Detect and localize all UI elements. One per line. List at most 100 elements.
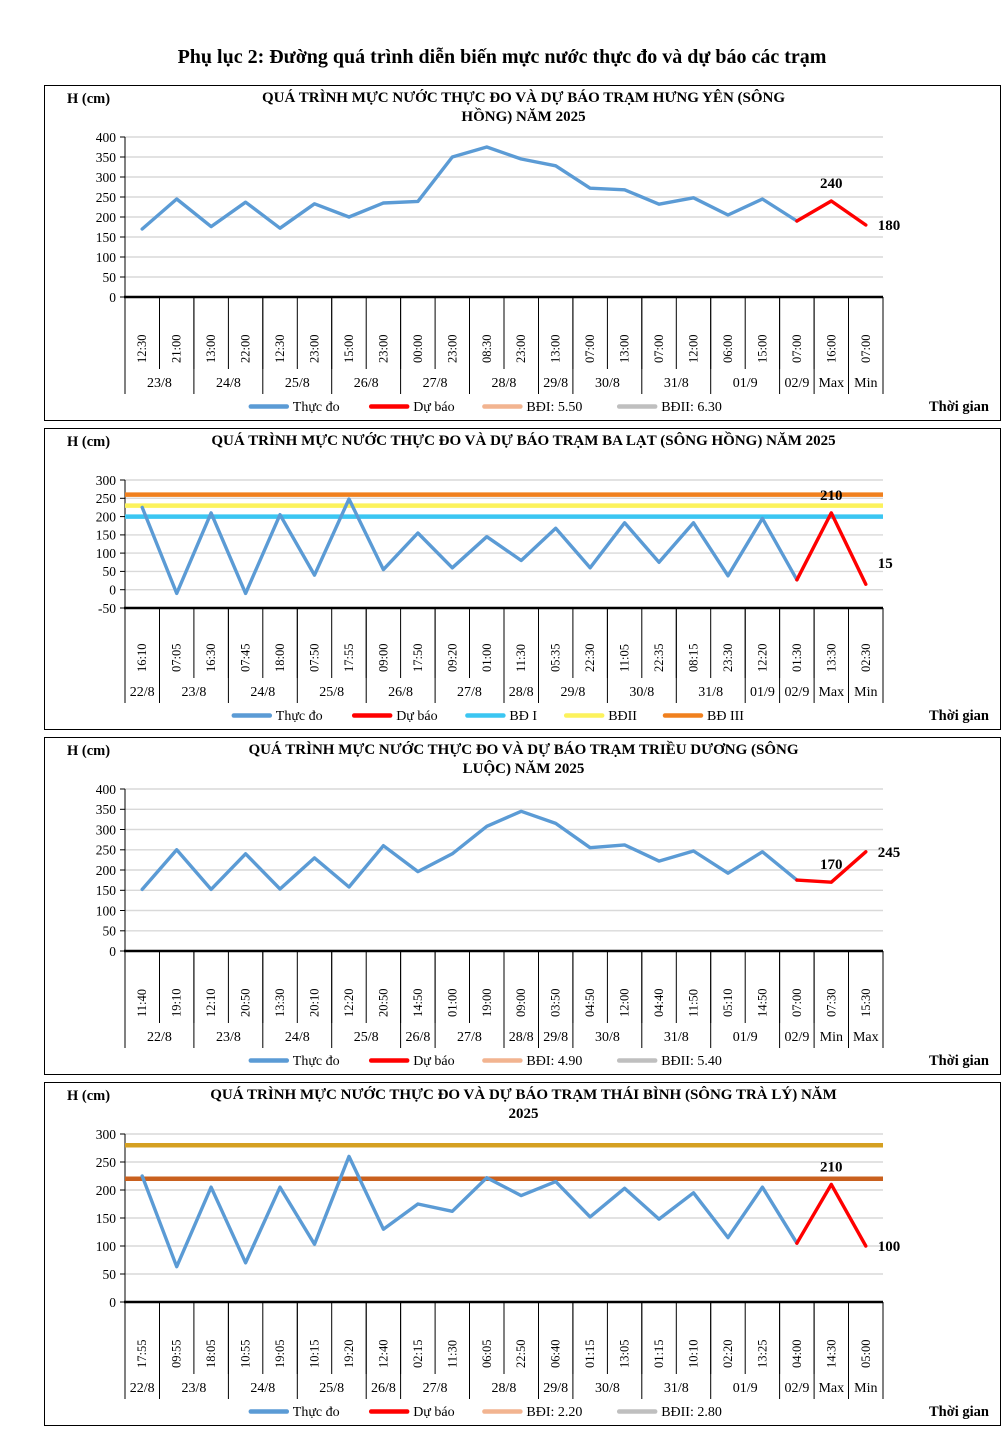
date-label: 27/8 — [457, 685, 482, 700]
time-label: 22:00 — [239, 335, 253, 363]
time-label: 01:15 — [652, 1340, 666, 1368]
legend-label: BĐI: 5.50 — [526, 400, 582, 415]
annotation-label: 240 — [820, 176, 843, 192]
time-label: 11:50 — [687, 989, 701, 1017]
annotation-label: 100 — [878, 1239, 901, 1255]
time-label: 03:50 — [549, 989, 563, 1017]
time-label: 13:00 — [549, 335, 563, 363]
y-tick-label: 0 — [109, 944, 116, 959]
date-label: 29/8 — [560, 685, 585, 700]
date-label: 27/8 — [457, 1030, 482, 1045]
time-label: 09:00 — [376, 644, 390, 672]
time-label: 01:15 — [583, 1340, 597, 1368]
time-label: 11:30 — [445, 1340, 459, 1368]
date-label: 23/8 — [181, 1381, 206, 1396]
date-label: 22/8 — [130, 685, 155, 700]
y-tick-label: 50 — [103, 1267, 117, 1282]
annotation-label: 245 — [878, 845, 901, 861]
time-label: 01:00 — [480, 644, 494, 672]
date-label: 26/8 — [388, 685, 413, 700]
measured-line — [140, 1154, 799, 1269]
date-label: 29/8 — [543, 1381, 568, 1396]
date-label: 02/9 — [784, 1030, 809, 1045]
time-label: 16:30 — [204, 644, 218, 672]
time-label: 22:30 — [583, 644, 597, 672]
date-label: 02/9 — [784, 685, 809, 700]
y-tick-label: 300 — [96, 473, 117, 488]
chart-svg: 0 50 100 150 200 250 300 350 400 12:30 21:00 13:00 2… — [96, 130, 989, 415]
y-tick-label: 250 — [96, 1155, 117, 1170]
chart-header: H (cm) QUÁ TRÌNH MỰC NƯỚC THỰC ĐO VÀ DỰ … — [47, 432, 1000, 472]
time-label: 22:50 — [514, 1340, 528, 1368]
chart-box-trieu-duong: H (cm) QUÁ TRÌNH MỰC NƯỚC THỰC ĐO VÀ DỰ … — [44, 737, 1001, 1075]
time-label: 05:00 — [859, 1340, 873, 1368]
time-label: 18:05 — [204, 1340, 218, 1368]
chart-title: QUÁ TRÌNH MỰC NƯỚC THỰC ĐO VÀ DỰ BÁO TRẠ… — [211, 433, 836, 449]
time-label: 07:00 — [583, 335, 597, 363]
chart-box-hung-yen: H (cm) QUÁ TRÌNH MỰC NƯỚC THỰC ĐO VÀ DỰ … — [44, 85, 1001, 421]
time-label: 17:50 — [411, 644, 425, 672]
time-label: 09:55 — [170, 1340, 184, 1368]
forecast-line — [795, 199, 868, 227]
y-axis-unit-label: H (cm) — [67, 91, 111, 107]
date-label: 24/8 — [285, 1030, 310, 1045]
legend-label: Dự báo — [413, 1405, 454, 1420]
time-label: 08:30 — [480, 335, 494, 363]
chart-svg: -50 0 50 100 150 200 250 300 16:10 07:05 16:30 07:4… — [96, 473, 989, 724]
legend-label: Dự báo — [413, 1054, 454, 1069]
date-label: Max — [818, 376, 844, 391]
time-label: 04:00 — [790, 1340, 804, 1368]
time-label: 22:35 — [652, 644, 666, 672]
y-tick-label: 300 — [96, 822, 117, 837]
time-label: 17:55 — [135, 1340, 149, 1368]
y-tick-label: 350 — [96, 150, 117, 165]
y-tick-label: 0 — [109, 583, 116, 598]
time-axis-title: Thời gian — [929, 1404, 989, 1420]
time-label: 11:05 — [618, 644, 632, 672]
chart-canvas: 0 50 100 150 200 250 300 350 400 12:30 21:00 13:00 2… — [47, 129, 1000, 420]
date-label: 31/8 — [664, 376, 689, 391]
y-tick-label: 200 — [96, 509, 117, 524]
date-label: 25/8 — [354, 1030, 379, 1045]
date-label: 30/8 — [595, 376, 620, 391]
time-label: 09:00 — [514, 989, 528, 1017]
y-tick-label: 0 — [109, 1295, 116, 1310]
chart-box-thai-binh: H (cm) QUÁ TRÌNH MỰC NƯỚC THỰC ĐO VÀ DỰ … — [44, 1082, 1001, 1426]
time-label: 13:30 — [824, 644, 838, 672]
legend-label: Thực đo — [293, 1405, 340, 1420]
forecast-line — [795, 850, 868, 884]
time-label: 15:00 — [755, 335, 769, 363]
time-label: 20:50 — [376, 989, 390, 1017]
y-tick-label: 50 — [103, 564, 117, 579]
chart-header: H (cm) QUÁ TRÌNH MỰC NƯỚC THỰC ĐO VÀ DỰ … — [47, 741, 1000, 781]
time-label: 07:05 — [170, 644, 184, 672]
date-label: 28/8 — [509, 685, 534, 700]
time-label: 13:30 — [273, 989, 287, 1017]
date-label: 26/8 — [405, 1030, 430, 1045]
measured-line — [140, 145, 799, 231]
y-tick-label: 150 — [96, 230, 117, 245]
time-label: 13:00 — [204, 335, 218, 363]
legend-label: Dự báo — [413, 400, 454, 415]
date-label: 24/8 — [250, 1381, 275, 1396]
y-tick-label: 50 — [103, 270, 117, 285]
time-label: 12:20 — [342, 989, 356, 1017]
chart-svg: 0 50 100 150 200 250 300 17:55 09:55 18:05 10:55 19… — [96, 1127, 989, 1420]
time-label: 11:40 — [135, 989, 149, 1017]
y-tick-label: 100 — [96, 250, 117, 265]
chart-canvas: 0 50 100 150 200 250 300 17:55 09:55 18:05 10:55 19… — [47, 1126, 1000, 1425]
time-label: 13:05 — [618, 1340, 632, 1368]
time-label: 07:00 — [652, 335, 666, 363]
date-label: 29/8 — [543, 1030, 568, 1045]
time-label: 11:30 — [514, 644, 528, 672]
forecast-line — [795, 511, 868, 586]
date-label: 01/9 — [733, 1381, 758, 1396]
chart-header: H (cm) QUÁ TRÌNH MỰC NƯỚC THỰC ĐO VÀ DỰ … — [47, 89, 1000, 129]
time-label: 15:00 — [342, 335, 356, 363]
time-label: 13:00 — [618, 335, 632, 363]
date-label: 30/8 — [595, 1381, 620, 1396]
date-label: 25/8 — [319, 685, 344, 700]
annotation-label: 210 — [820, 488, 843, 504]
time-label: 19:20 — [342, 1340, 356, 1368]
